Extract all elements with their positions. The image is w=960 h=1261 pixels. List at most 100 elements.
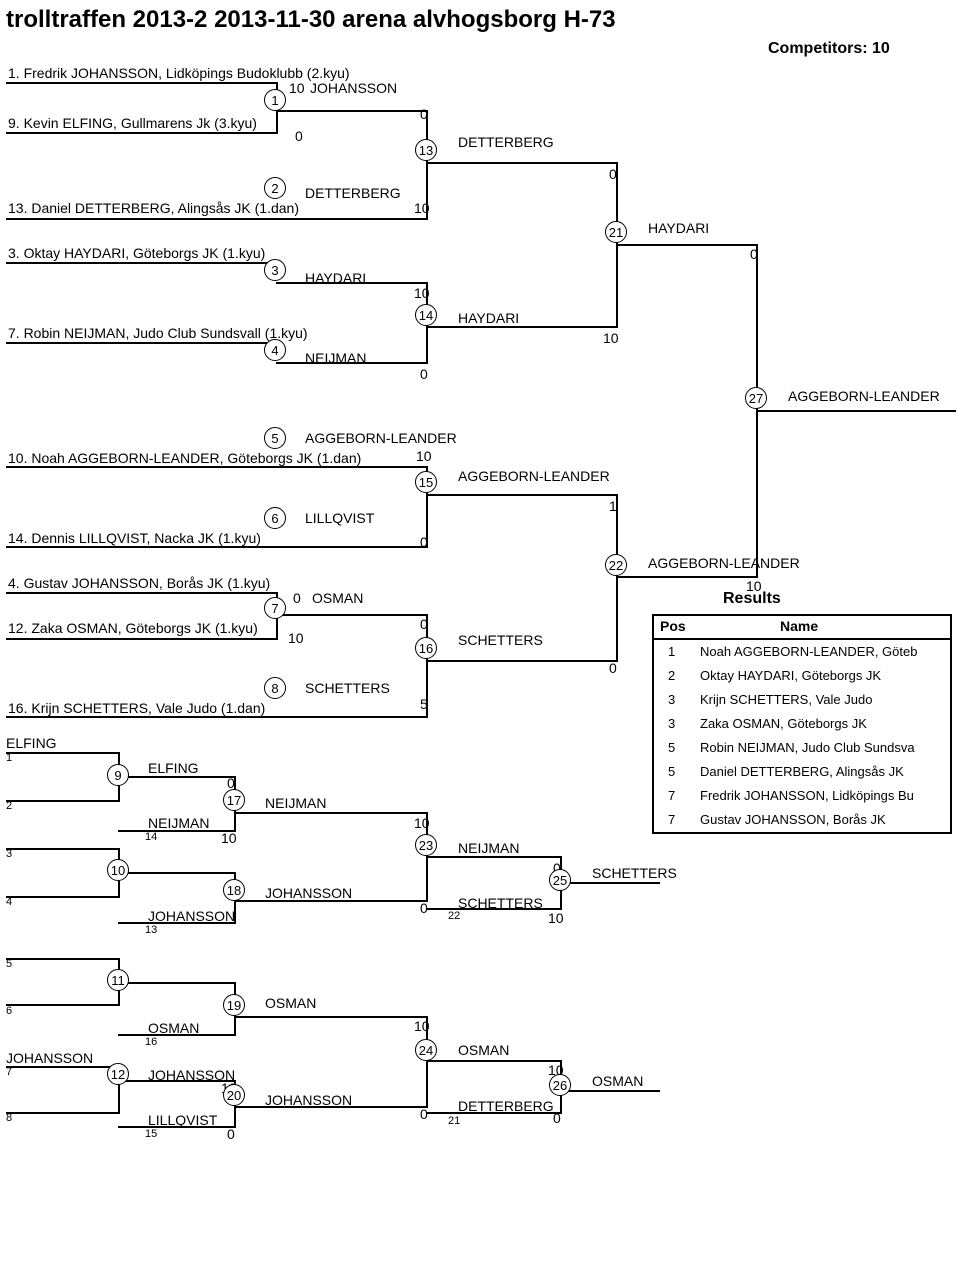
match-node: 21 [605, 221, 627, 243]
match-node: 20 [223, 1084, 245, 1106]
slot-number: 6 [6, 1005, 12, 1017]
winner-name: HAYDARI [648, 220, 709, 236]
winner-name: ELFING [6, 735, 57, 751]
slot-number: 5 [6, 958, 12, 970]
winner-name: OSMAN [265, 995, 316, 1011]
match-node: 17 [223, 789, 245, 811]
match-node: 15 [415, 471, 437, 493]
winner-name: JOHANSSON [310, 80, 397, 96]
match-node: 1 [264, 89, 286, 111]
match-node: 2 [264, 177, 286, 199]
score-value: 10 [221, 830, 237, 846]
results-row-pos: 1 [668, 644, 675, 659]
winner-name: DETTERBERG [305, 185, 401, 201]
score-value: 0 [227, 1126, 235, 1142]
winner-name: SCHETTERS [592, 865, 677, 881]
slot-number: 2 [6, 800, 12, 812]
slot-number: 22 [448, 910, 460, 922]
competitor-entry: 13. Daniel DETTERBERG, Alingsås JK (1.da… [8, 200, 299, 216]
winner-name: SCHETTERS [305, 680, 390, 696]
match-node: 5 [264, 427, 286, 449]
competitor-entry: 12. Zaka OSMAN, Göteborgs JK (1.kyu) [8, 620, 258, 636]
results-row-pos: 7 [668, 812, 675, 827]
winner-name: NEIJMAN [148, 815, 209, 831]
results-row-pos: 5 [668, 764, 675, 779]
slot-number: 8 [6, 1112, 12, 1124]
results-row-name: Oktay HAYDARI, Göteborgs JK [700, 668, 881, 683]
score-value: 10 [548, 910, 564, 926]
winner-name: SCHETTERS [458, 632, 543, 648]
match-node: 11 [107, 969, 129, 991]
match-node: 16 [415, 637, 437, 659]
score-value: 10 [603, 330, 619, 346]
match-node: 10 [107, 859, 129, 881]
slot-number: 7 [6, 1066, 12, 1078]
match-node: 18 [223, 879, 245, 901]
results-row-name: Zaka OSMAN, Göteborgs JK [700, 716, 867, 731]
results-row-name: Fredrik JOHANSSON, Lidköpings Bu [700, 788, 914, 803]
slot-number: 14 [145, 831, 157, 843]
results-row-name: Daniel DETTERBERG, Alingsås JK [700, 764, 904, 779]
winner-name: JOHANSSON [6, 1050, 93, 1066]
slot-number: 4 [6, 896, 12, 908]
match-node: 3 [264, 259, 286, 281]
slot-number: 3 [6, 848, 12, 860]
results-table [652, 614, 952, 640]
score-value: 10 [416, 448, 432, 464]
winner-name: OSMAN [458, 1042, 509, 1058]
competitor-entry: 10. Noah AGGEBORN-LEANDER, Göteborgs JK … [8, 450, 361, 466]
score-value: 10 [288, 630, 304, 646]
match-node: 4 [264, 339, 286, 361]
winner-name: HAYDARI [458, 310, 519, 326]
winner-name: NEIJMAN [305, 350, 366, 366]
competitor-entry: 9. Kevin ELFING, Gullmarens Jk (3.kyu) [8, 115, 257, 131]
results-row-name: Robin NEIJMAN, Judo Club Sundsva [700, 740, 915, 755]
competitor-entry: 4. Gustav JOHANSSON, Borås JK (1.kyu) [8, 575, 270, 591]
match-node: 7 [264, 597, 286, 619]
results-row-name: Gustav JOHANSSON, Borås JK [700, 812, 886, 827]
winner-name: OSMAN [312, 590, 363, 606]
score-value: 0 [420, 366, 428, 382]
competitor-entry: 16. Krijn SCHETTERS, Vale Judo (1.dan) [8, 700, 265, 716]
results-row-pos: 2 [668, 668, 675, 683]
match-node: 13 [415, 139, 437, 161]
match-node: 26 [549, 1074, 571, 1096]
slot-number: 21 [448, 1115, 460, 1127]
match-node: 23 [415, 834, 437, 856]
score-value: 10 [746, 578, 762, 594]
winner-name: AGGEBORN-LEANDER [788, 388, 940, 404]
slot-number: 16 [145, 1036, 157, 1048]
winner-name: LILLQVIST [305, 510, 374, 526]
results-row-name: Noah AGGEBORN-LEANDER, Göteb [700, 644, 917, 659]
winner-name: AGGEBORN-LEANDER [305, 430, 457, 446]
results-row-pos: 3 [668, 716, 675, 731]
winner-name: DETTERBERG [458, 134, 554, 150]
results-row-pos: 3 [668, 692, 675, 707]
page-title: trolltraffen 2013-2 2013-11-30 arena alv… [6, 6, 616, 34]
slot-number: 15 [145, 1128, 157, 1140]
winner-name: AGGEBORN-LEANDER [648, 555, 800, 571]
results-row-name: Krijn SCHETTERS, Vale Judo [700, 692, 872, 707]
slot-number: 13 [145, 924, 157, 936]
score-value: 0 [420, 1106, 428, 1122]
winner-name: OSMAN [592, 1073, 643, 1089]
results-row-pos: 5 [668, 740, 675, 755]
match-node: 25 [549, 869, 571, 891]
score-value: 0 [293, 590, 301, 606]
winner-name: NEIJMAN [265, 795, 326, 811]
score-value: 10 [289, 80, 305, 96]
competitor-entry: 1. Fredrik JOHANSSON, Lidköpings Budoklu… [8, 65, 350, 81]
winner-name: JOHANSSON [265, 885, 352, 901]
match-node: 19 [223, 994, 245, 1016]
winner-name: AGGEBORN-LEANDER [458, 468, 610, 484]
competitor-entry: 7. Robin NEIJMAN, Judo Club Sundsvall (1… [8, 325, 308, 341]
slot-number: 1 [6, 752, 12, 764]
match-node: 8 [264, 677, 286, 699]
score-value: 0 [609, 660, 617, 676]
match-node: 22 [605, 554, 627, 576]
competitor-entry: 3. Oktay HAYDARI, Göteborgs JK (1.kyu) [8, 245, 265, 261]
match-node: 6 [264, 507, 286, 529]
winner-name: ELFING [148, 760, 199, 776]
match-node: 14 [415, 304, 437, 326]
match-node: 9 [107, 764, 129, 786]
